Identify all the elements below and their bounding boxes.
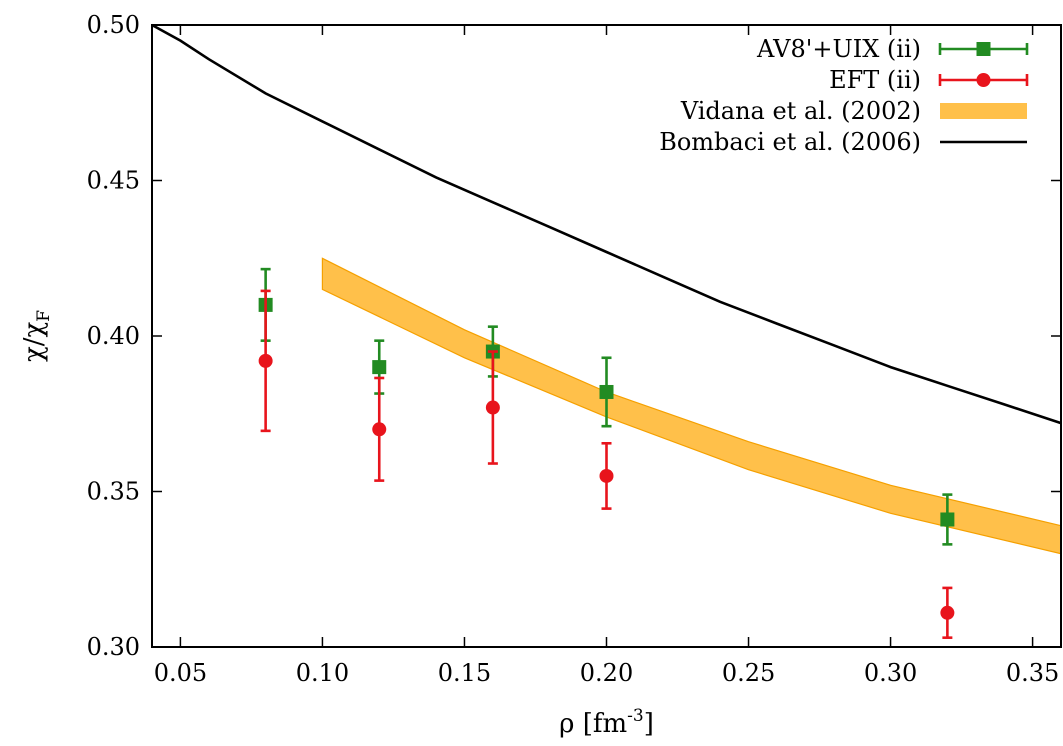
x-tick-label: 0.35	[1006, 659, 1059, 687]
y-tick-label: 0.45	[87, 167, 140, 195]
y-axis-label-main: χ/χ	[19, 322, 49, 363]
x-axis-label-end: ]	[644, 709, 654, 739]
legend: AV8'+UIX (ii) EFT (ii) Vidana et al. (2002…	[659, 35, 1029, 156]
point-eft	[485, 400, 500, 415]
band-vidana-2002	[321, 257, 1062, 555]
point-eft	[940, 605, 955, 620]
band-layer	[321, 257, 1062, 555]
legend-marker-eft	[976, 73, 991, 87]
y-tick-label: 0.30	[87, 633, 140, 661]
legend-swatch-vidana-2002	[940, 103, 1027, 119]
line-bombaci-2006	[151, 23, 1062, 425]
plot-frame	[151, 24, 1062, 648]
ticks-layer: 0.05 0.10 0.15 0.20 0.25 0.30 0.35 0.30 0.35 0.40…	[87, 11, 1061, 687]
y-axis-label: χ/χF	[19, 310, 54, 362]
point-av8-uix	[940, 512, 955, 527]
point-eft	[599, 468, 614, 483]
x-axis-label-main: ρ [fm	[559, 709, 627, 739]
x-tick-label: 0.05	[154, 659, 207, 687]
x-tick-label: 0.25	[722, 659, 775, 687]
legend-label-av8-uix: AV8'+UIX (ii)	[756, 35, 921, 63]
x-tick-label: 0.15	[438, 659, 491, 687]
point-eft	[372, 422, 387, 437]
x-axis-label: ρ [fm-3]	[559, 706, 654, 739]
x-tick-label: 0.20	[580, 659, 633, 687]
x-axis-label-sup: -3	[627, 706, 644, 726]
line-layer	[151, 23, 1062, 425]
y-axis-label-sub: F	[34, 310, 54, 322]
legend-marker-av8-uix	[976, 42, 991, 56]
points-layer	[258, 267, 955, 639]
point-av8-uix	[599, 384, 614, 399]
y-tick-label: 0.50	[87, 11, 140, 39]
legend-label-eft: EFT (ii)	[829, 66, 921, 94]
x-tick-label: 0.10	[296, 659, 349, 687]
point-av8-uix	[372, 360, 387, 375]
point-eft	[258, 353, 273, 368]
legend-label-bombaci-2006: Bombaci et al. (2006)	[659, 128, 921, 156]
y-tick-label: 0.35	[87, 478, 140, 506]
x-tick-label: 0.30	[864, 659, 917, 687]
legend-label-vidana-2002: Vidana et al. (2002)	[680, 97, 921, 125]
y-tick-label: 0.40	[87, 322, 140, 350]
